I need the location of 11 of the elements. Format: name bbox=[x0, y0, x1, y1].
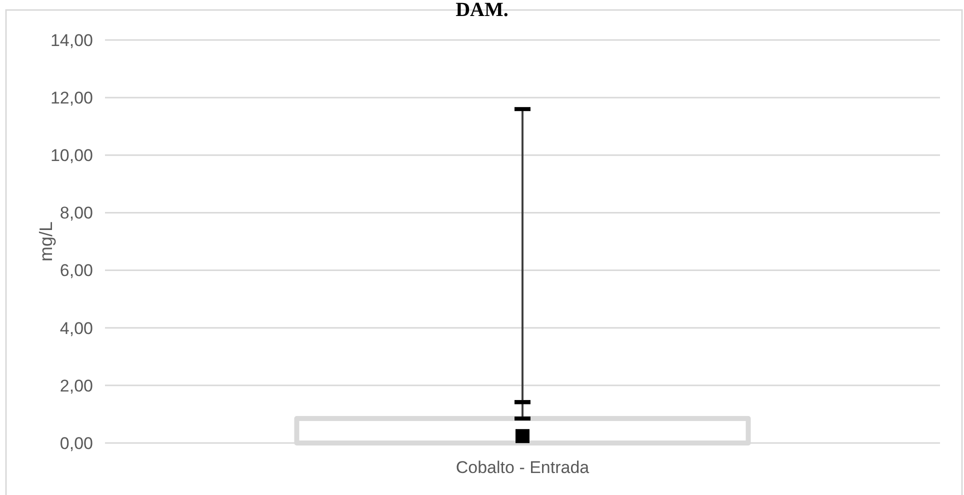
y-tick-label: 4,00 bbox=[60, 318, 93, 338]
y-tick-label: 10,00 bbox=[50, 146, 93, 166]
chart-title: DAM. bbox=[456, 0, 508, 21]
y-tick-label: 2,00 bbox=[60, 376, 93, 396]
y-tick-label: 0,00 bbox=[60, 434, 93, 453]
y-tick-label: 8,00 bbox=[60, 204, 93, 223]
y-axis-title: mg/L bbox=[36, 221, 56, 262]
y-tick-label: 14,00 bbox=[50, 30, 93, 50]
x-tick-label: Cobalto - Entrada bbox=[456, 458, 590, 477]
y-tick-label: 12,00 bbox=[50, 88, 93, 108]
y-tick-label: 6,00 bbox=[60, 261, 93, 280]
